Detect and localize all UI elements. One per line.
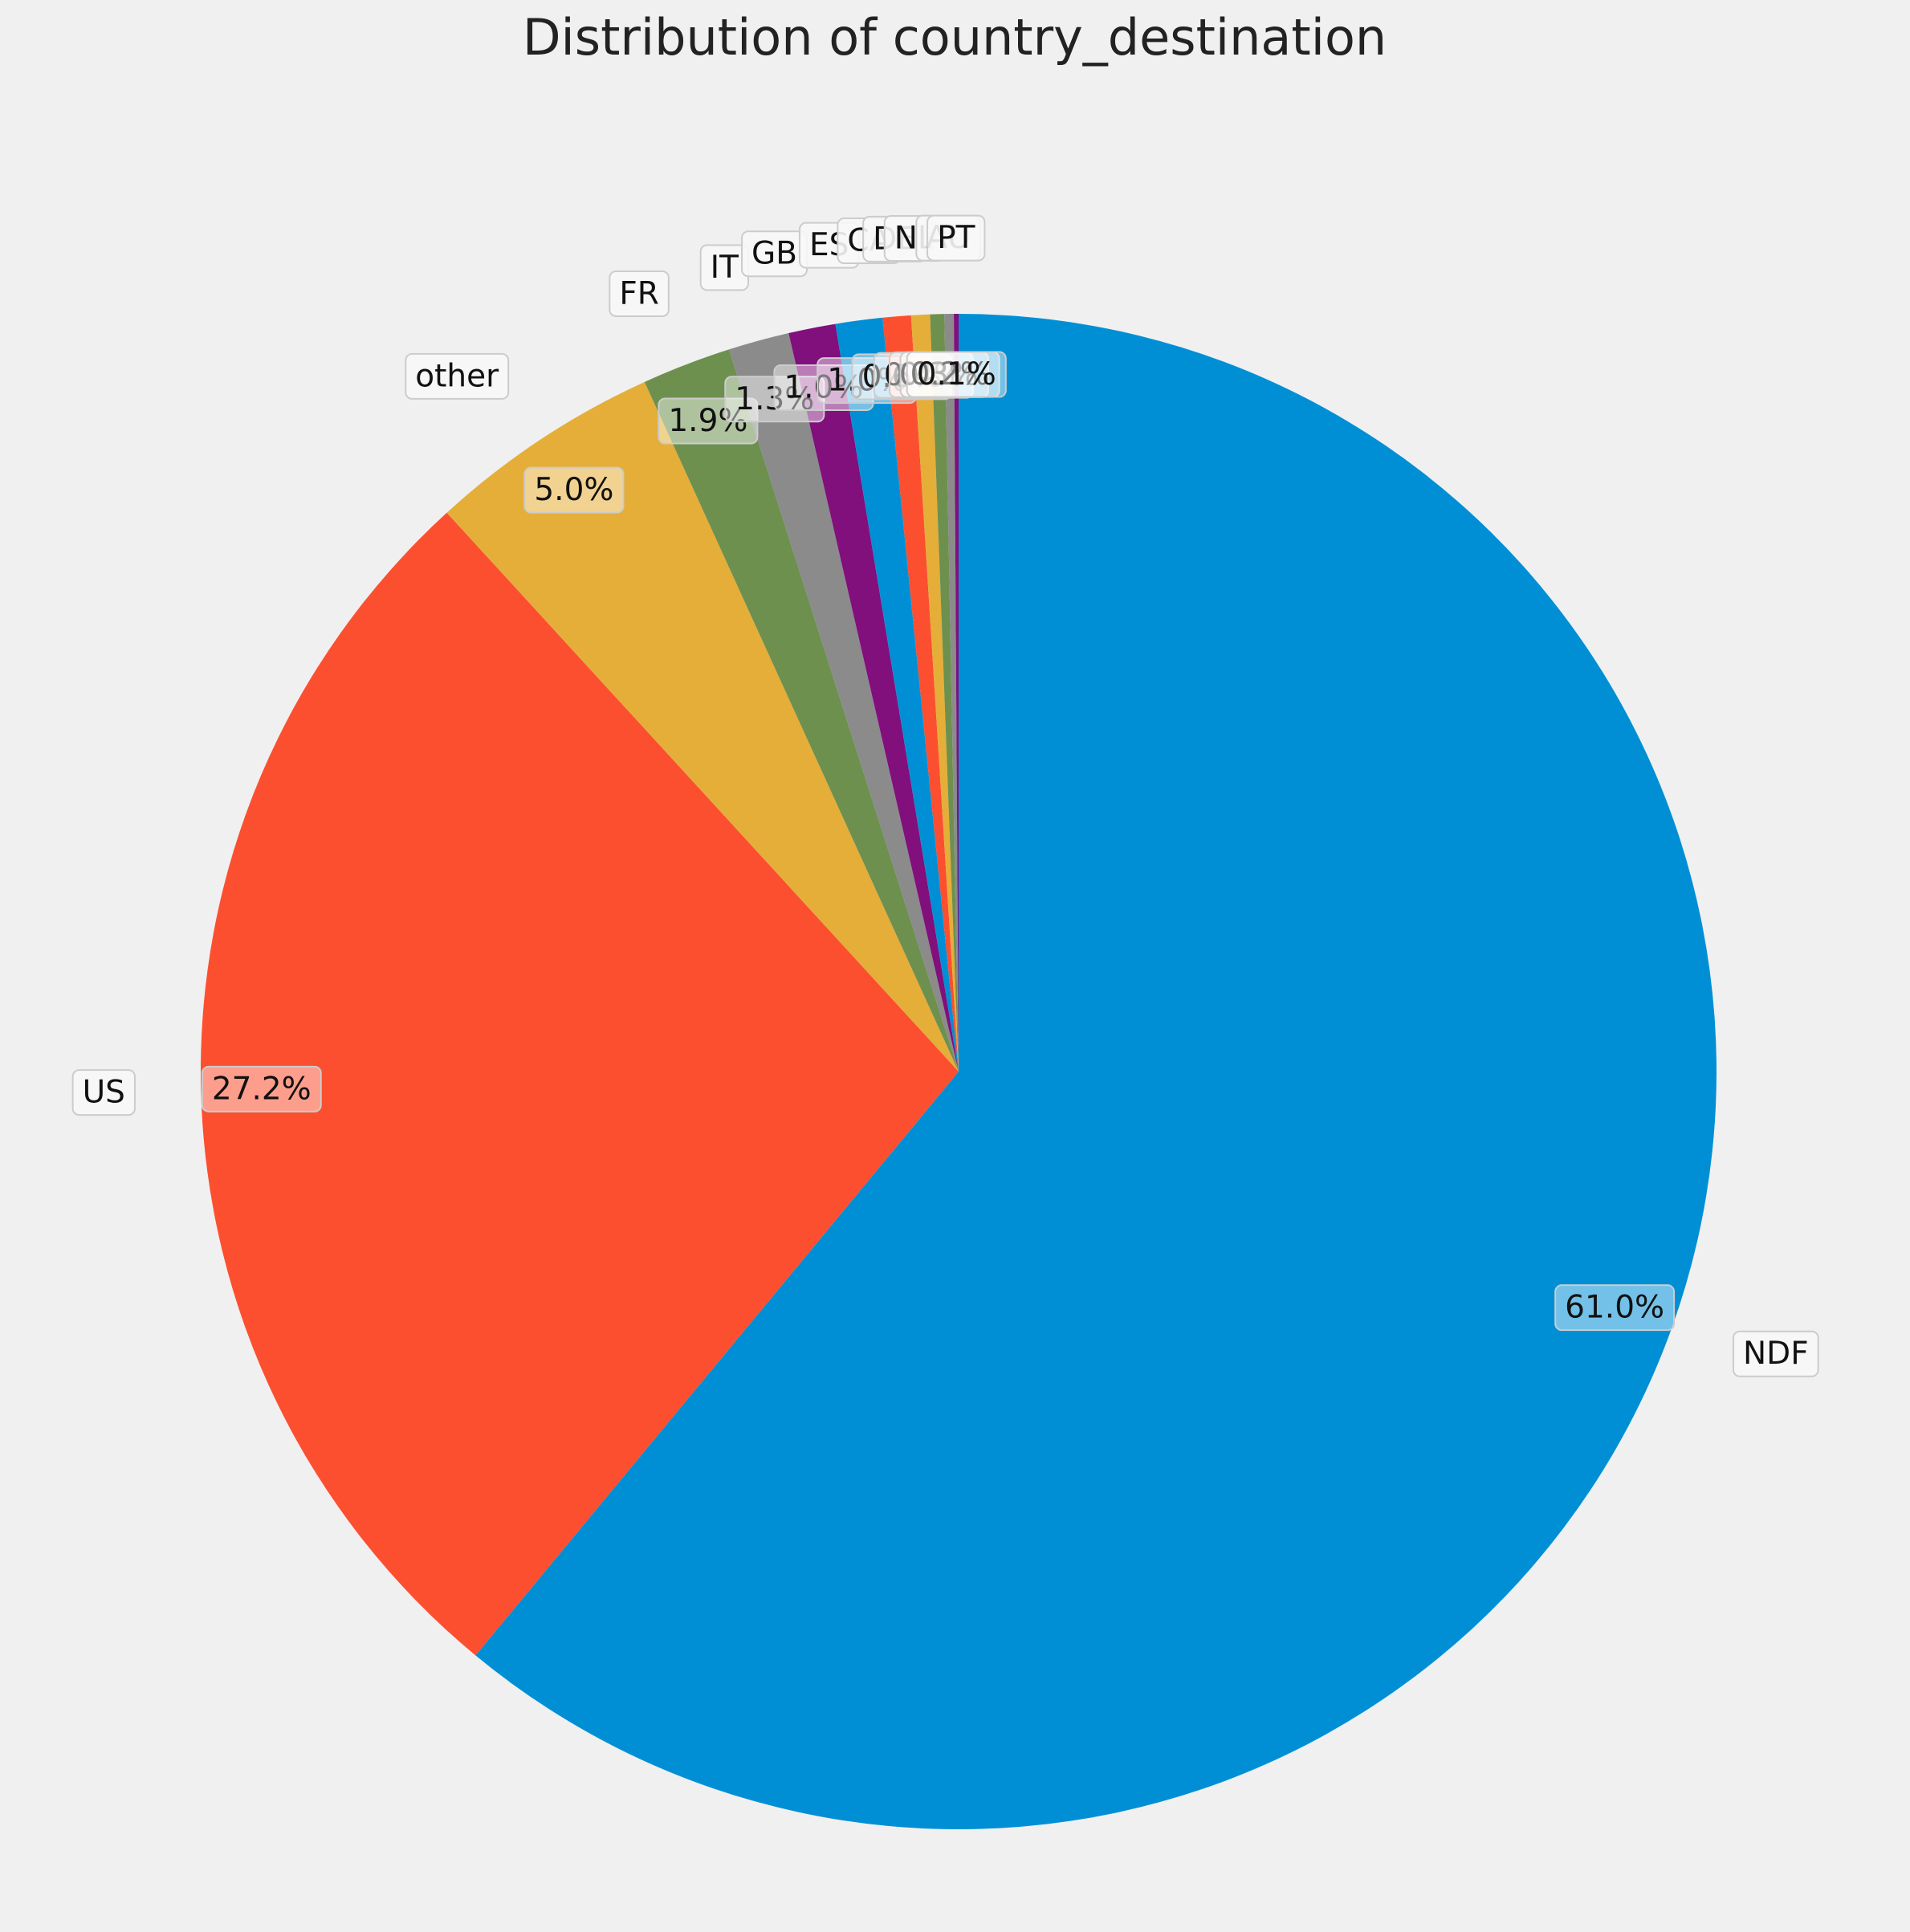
slice-label-other: other bbox=[415, 358, 499, 394]
slice-pct-es: 1.0% bbox=[827, 363, 906, 399]
pie-slice-pt bbox=[954, 314, 959, 1072]
slice-pct-es-box bbox=[817, 357, 918, 405]
slice-label-fr-box bbox=[609, 270, 670, 317]
pie-slice-gb bbox=[788, 323, 959, 1072]
slice-label-fr: FR bbox=[619, 275, 659, 311]
slice-pct-us-box bbox=[201, 1065, 322, 1112]
pie-slice-au bbox=[944, 314, 959, 1072]
slice-pct-ndf: 61.0% bbox=[1565, 1290, 1664, 1326]
pie-slice-fr bbox=[644, 349, 959, 1072]
slice-pct-ca: 0.6% bbox=[862, 359, 942, 395]
pie-slice-ndf bbox=[475, 314, 1717, 1829]
slice-pct-gb-box bbox=[773, 364, 874, 411]
slice-pct-nl: 0.3% bbox=[899, 356, 979, 393]
slice-pct-au: 0.2% bbox=[910, 356, 990, 393]
pie-slice-nl bbox=[930, 314, 959, 1072]
pie-slice-de bbox=[910, 314, 959, 1072]
pie-slice-it bbox=[728, 333, 959, 1072]
slice-label-pt: PT bbox=[937, 220, 975, 256]
slice-pct-pt: 0.1% bbox=[917, 356, 996, 393]
slice-label-ndf: NDF bbox=[1743, 1336, 1809, 1372]
slice-pct-gb: 1.0% bbox=[784, 369, 863, 405]
slice-label-other-box bbox=[405, 352, 510, 400]
slice-label-ndf-box bbox=[1733, 1330, 1819, 1377]
slice-pct-pt-box bbox=[906, 351, 1007, 398]
pie-slice-us bbox=[200, 512, 959, 1656]
slice-label-us: US bbox=[83, 1075, 125, 1111]
pie-slice-es bbox=[835, 317, 959, 1072]
pie-slice-other bbox=[446, 381, 959, 1072]
slice-label-gb: GB bbox=[751, 236, 797, 272]
slice-label-us-box bbox=[71, 1069, 136, 1116]
slice-pct-other: 5.0% bbox=[534, 472, 613, 508]
chart-title: Distribution of country_destination bbox=[523, 8, 1387, 67]
pie-slices bbox=[200, 314, 1717, 1829]
slice-label-pt-box bbox=[926, 214, 986, 262]
slice-label-it: IT bbox=[711, 250, 739, 286]
slice-pct-de: 0.4% bbox=[884, 357, 963, 393]
slice-pct-other-box bbox=[523, 466, 625, 514]
slice-pct-us: 27.2% bbox=[212, 1071, 312, 1107]
pie-slice-ca bbox=[882, 315, 959, 1072]
slice-pct-ndf-box bbox=[1554, 1284, 1676, 1332]
